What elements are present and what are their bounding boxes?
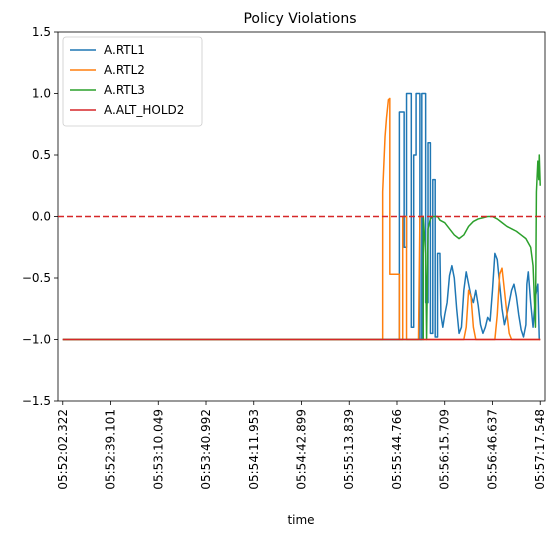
legend-box bbox=[62, 36, 203, 127]
legend-label: A.ALT_HOLD2 bbox=[104, 103, 184, 117]
x-tick-label: 05:57:17.548 bbox=[533, 409, 547, 490]
x-tick-label: 05:55:13.839 bbox=[342, 409, 356, 490]
y-tick-label: 1.5 bbox=[32, 25, 51, 39]
legend-label: A.RTL3 bbox=[104, 83, 145, 97]
x-axis: 05:52:02.322 05:52:39.101 05:53:10.049 05:5… bbox=[56, 401, 547, 490]
x-tick-label: 05:52:02.322 bbox=[56, 409, 70, 490]
y-tick-label: 0.5 bbox=[32, 148, 51, 162]
x-tick-label: 05:55:44.766 bbox=[390, 409, 404, 490]
x-tick-label: 05:56:46.637 bbox=[485, 409, 499, 490]
y-axis: −1.5 −1.0 −0.5 0.0 0.5 1.0 1.5 bbox=[22, 25, 58, 408]
x-tick-label: 05:53:10.049 bbox=[151, 409, 165, 490]
x-tick-label: 05:53:40.992 bbox=[199, 409, 213, 490]
legend-label: A.RTL2 bbox=[104, 63, 145, 77]
series-line-0 bbox=[62, 92, 541, 341]
y-tick-label: −1.0 bbox=[22, 333, 51, 347]
chart-title: Policy Violations bbox=[243, 11, 356, 27]
y-tick-label: 0.0 bbox=[32, 210, 51, 224]
y-tick-label: −1.5 bbox=[22, 394, 51, 408]
legend-label: A.RTL1 bbox=[104, 43, 145, 57]
legend-items: A.RTL1 A.RTL2 A.RTL3 A.ALT_HOLD2 bbox=[70, 43, 184, 117]
x-tick-label: 05:54:42.899 bbox=[295, 409, 309, 490]
x-tick-label: 05:52:39.101 bbox=[104, 409, 118, 490]
x-tick-label: 05:56:15.709 bbox=[438, 409, 452, 490]
legend: A.RTL1 A.RTL2 A.RTL3 A.ALT_HOLD2 bbox=[62, 36, 203, 127]
x-tick-label: 05:54:11.953 bbox=[247, 409, 261, 490]
y-tick-label: −0.5 bbox=[22, 271, 51, 285]
x-axis-label: time bbox=[287, 513, 314, 527]
series-line-2 bbox=[62, 154, 541, 341]
y-tick-label: 1.0 bbox=[32, 87, 51, 101]
